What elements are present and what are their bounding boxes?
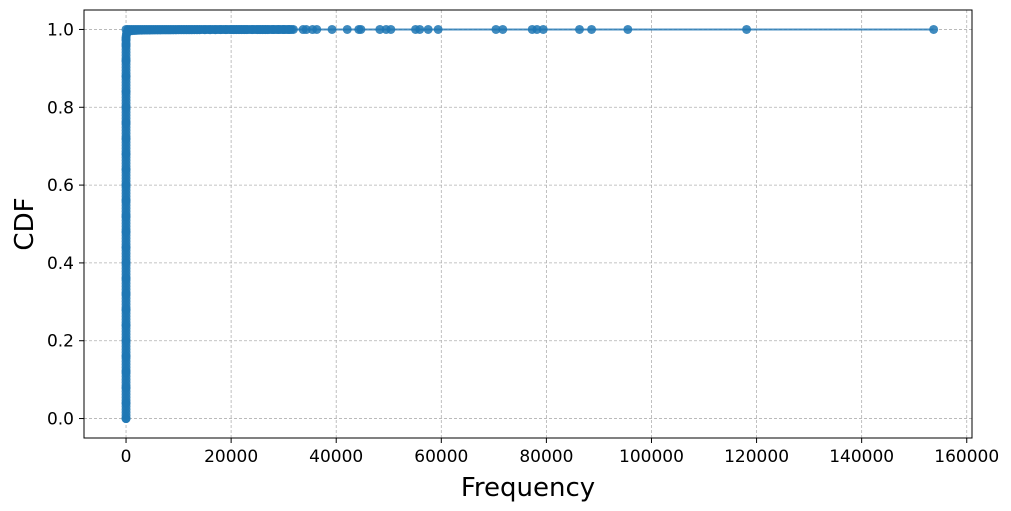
cdf-point	[539, 25, 548, 34]
cdf-point	[122, 72, 131, 81]
cdf-point	[424, 25, 433, 34]
x-tick-label: 60000	[414, 447, 468, 467]
cdf-point	[122, 87, 131, 96]
x-tick-label: 20000	[204, 447, 258, 467]
cdf-point	[623, 25, 632, 34]
cdf-point	[122, 336, 131, 345]
y-tick-label: 0.2	[47, 332, 74, 352]
cdf-point	[122, 181, 131, 190]
plot-frame	[84, 10, 972, 438]
y-tick-label: 0.0	[47, 410, 74, 430]
x-tick-label: 100000	[619, 447, 684, 467]
cdf-point	[122, 212, 131, 221]
x-axis-label: Frequency	[461, 473, 595, 503]
cdf-point	[122, 398, 131, 407]
cdf-point	[122, 290, 131, 299]
cdf-point	[122, 134, 131, 143]
cdf-point	[122, 352, 131, 361]
cdf-point	[122, 118, 131, 127]
cdf-point	[742, 25, 751, 34]
cdf-point	[122, 149, 131, 158]
cdf-point	[284, 25, 293, 34]
cdf-point	[587, 25, 596, 34]
cdf-point	[122, 103, 131, 112]
x-tick-label: 160000	[934, 447, 999, 467]
cdf-point	[122, 165, 131, 174]
cdf-point	[386, 25, 395, 34]
grid	[84, 10, 972, 438]
y-axis-label: CDF	[10, 197, 40, 250]
cdf-point	[122, 274, 131, 283]
cdf-point	[356, 25, 365, 34]
y-tick-label: 0.6	[47, 176, 74, 196]
cdf-point	[122, 196, 131, 205]
cdf-point	[122, 227, 131, 236]
x-tick-label: 0	[121, 447, 132, 467]
cdf-point	[122, 414, 131, 423]
y-axis-ticks: 0.0 0.2 0.4 0.6 0.8 1.0	[47, 20, 84, 429]
x-tick-label: 140000	[829, 447, 894, 467]
cdf-point	[122, 243, 131, 252]
cdf-point	[122, 305, 131, 314]
cdf-point	[929, 25, 938, 34]
cdf-point	[343, 25, 352, 34]
series-cdf	[122, 25, 939, 423]
cdf-point	[122, 367, 131, 376]
cdf-point	[575, 25, 584, 34]
cdf-point	[415, 25, 424, 34]
cdf-line	[126, 29, 934, 418]
x-tick-label: 120000	[724, 447, 789, 467]
cdf-point	[122, 321, 131, 330]
y-tick-label: 1.0	[47, 20, 74, 40]
cdf-point	[312, 25, 321, 34]
cdf-point	[122, 383, 131, 392]
y-tick-label: 0.4	[47, 254, 74, 274]
cdf-point	[122, 258, 131, 267]
cdf-point	[328, 25, 337, 34]
cdf-point	[498, 25, 507, 34]
x-tick-label: 40000	[309, 447, 363, 467]
cdf-point	[434, 25, 443, 34]
x-tick-label: 80000	[519, 447, 573, 467]
y-tick-label: 0.8	[47, 98, 74, 118]
x-axis-ticks: 0 20000 40000 60000 80000 100000 120000 140000 1…	[121, 438, 1000, 467]
cdf-point	[122, 56, 131, 65]
